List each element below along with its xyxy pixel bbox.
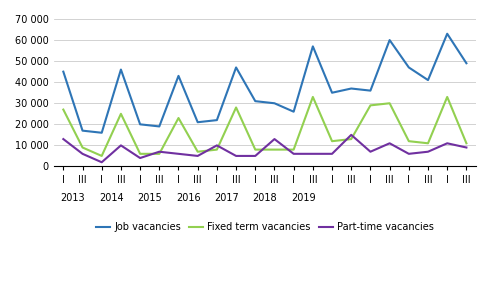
Job vacancies [118, 68, 124, 72]
Job vacancies [99, 131, 105, 135]
Part-time vacancies [176, 152, 182, 156]
Fixed term vacancies [80, 146, 85, 149]
Job vacancies [310, 45, 316, 48]
Fixed term vacancies [348, 137, 354, 141]
Fixed term vacancies [156, 152, 162, 156]
Part-time vacancies [214, 144, 220, 147]
Job vacancies [464, 62, 469, 65]
Job vacancies [406, 66, 412, 69]
Job vacancies [233, 66, 239, 69]
Text: 2014: 2014 [99, 193, 124, 203]
Text: 2017: 2017 [214, 193, 239, 203]
Fixed term vacancies [367, 104, 373, 107]
Fixed term vacancies [291, 148, 297, 152]
Part-time vacancies [444, 142, 450, 145]
Part-time vacancies [80, 152, 85, 156]
Fixed term vacancies [118, 112, 124, 116]
Job vacancies [156, 125, 162, 128]
Part-time vacancies [195, 154, 201, 158]
Job vacancies [348, 87, 354, 90]
Fixed term vacancies [99, 154, 105, 158]
Fixed term vacancies [195, 150, 201, 154]
Text: 2016: 2016 [176, 193, 200, 203]
Fixed term vacancies [60, 108, 66, 112]
Job vacancies [425, 78, 431, 82]
Job vacancies [252, 99, 258, 103]
Fixed term vacancies [444, 95, 450, 99]
Part-time vacancies [387, 142, 393, 145]
Job vacancies [214, 118, 220, 122]
Text: 2019: 2019 [291, 193, 316, 203]
Job vacancies [367, 89, 373, 92]
Fixed term vacancies [425, 142, 431, 145]
Part-time vacancies [310, 152, 316, 156]
Job vacancies [137, 122, 143, 126]
Job vacancies [60, 70, 66, 74]
Part-time vacancies [137, 156, 143, 160]
Fixed term vacancies [464, 142, 469, 145]
Part-time vacancies [367, 150, 373, 154]
Legend: Job vacancies, Fixed term vacancies, Part-time vacancies: Job vacancies, Fixed term vacancies, Par… [92, 218, 438, 236]
Fixed term vacancies [310, 95, 316, 99]
Text: 2015: 2015 [137, 193, 162, 203]
Job vacancies [329, 91, 335, 95]
Part-time vacancies [348, 133, 354, 137]
Job vacancies [272, 102, 277, 105]
Part-time vacancies [464, 146, 469, 149]
Part-time vacancies [406, 152, 412, 156]
Fixed term vacancies [387, 102, 393, 105]
Fixed term vacancies [272, 148, 277, 152]
Part-time vacancies [329, 152, 335, 156]
Fixed term vacancies [233, 106, 239, 109]
Job vacancies [387, 38, 393, 42]
Fixed term vacancies [252, 148, 258, 152]
Line: Fixed term vacancies: Fixed term vacancies [63, 97, 466, 156]
Part-time vacancies [425, 150, 431, 154]
Fixed term vacancies [176, 116, 182, 120]
Job vacancies [80, 129, 85, 132]
Text: 2018: 2018 [252, 193, 277, 203]
Fixed term vacancies [329, 139, 335, 143]
Part-time vacancies [252, 154, 258, 158]
Part-time vacancies [291, 152, 297, 156]
Part-time vacancies [99, 160, 105, 164]
Job vacancies [291, 110, 297, 114]
Job vacancies [444, 32, 450, 35]
Text: 2013: 2013 [60, 193, 85, 203]
Fixed term vacancies [406, 139, 412, 143]
Line: Job vacancies: Job vacancies [63, 34, 466, 133]
Line: Part-time vacancies: Part-time vacancies [63, 135, 466, 162]
Part-time vacancies [233, 154, 239, 158]
Job vacancies [195, 120, 201, 124]
Part-time vacancies [272, 137, 277, 141]
Part-time vacancies [156, 150, 162, 154]
Part-time vacancies [60, 137, 66, 141]
Part-time vacancies [118, 144, 124, 147]
Fixed term vacancies [214, 148, 220, 152]
Fixed term vacancies [137, 152, 143, 156]
Job vacancies [176, 74, 182, 78]
